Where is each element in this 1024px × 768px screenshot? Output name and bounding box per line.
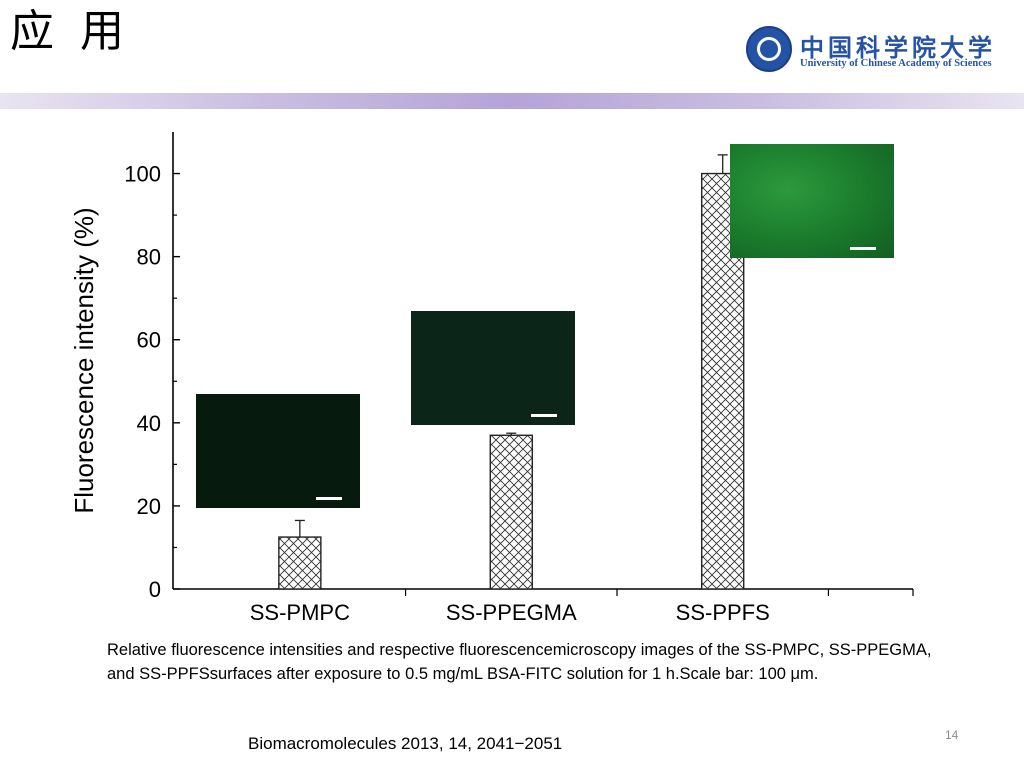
category-label: SS-PMPC: [250, 600, 350, 625]
ucas-seal-icon: [746, 26, 792, 72]
logo-name-cn: 中国科学院大学: [800, 33, 996, 62]
inset-image-ss-ppegma: [411, 311, 575, 425]
ucas-logo: 中国科学院大学 University of Chinese Academy of…: [746, 26, 1011, 76]
category-label: SS-PPFS: [676, 600, 770, 625]
page-number: 14: [945, 728, 959, 742]
logo-name-en: University of Chinese Academy of Science…: [800, 58, 992, 69]
y-tick-label: 60: [137, 328, 161, 353]
citation: Biomacromolecules 2013, 14, 2041−2051: [248, 734, 563, 753]
bar: [278, 536, 322, 590]
header-band: [0, 93, 1024, 109]
y-tick-label: 80: [137, 245, 161, 270]
y-tick-label: 40: [137, 411, 161, 436]
category-label: SS-PPEGMA: [446, 600, 577, 625]
bar: [489, 434, 533, 590]
scale-bar: [531, 414, 557, 417]
inset-image-ss-ppfs: [730, 144, 894, 258]
y-tick-label: 100: [124, 162, 161, 187]
bar-chart: 0 20 40 60 80 100 SS-PMPC SS-PPEGMA SS-PPFS Fluor…: [55, 125, 925, 630]
slide-title: 应 用: [10, 6, 130, 57]
inset-image-ss-pmpc: [196, 394, 360, 508]
scale-bar: [316, 497, 342, 500]
chart-labels: 0 20 40 60 80 100 SS-PMPC SS-PPEGMA SS-PPFS Fluor…: [69, 162, 770, 625]
y-axis-title: Fluorescence intensity (%): [69, 207, 99, 513]
figure-caption: Relative fluorescence intensities and re…: [107, 641, 932, 683]
scale-bar: [850, 247, 876, 250]
y-tick-label: 0: [149, 577, 161, 602]
y-tick-label: 20: [137, 494, 161, 519]
